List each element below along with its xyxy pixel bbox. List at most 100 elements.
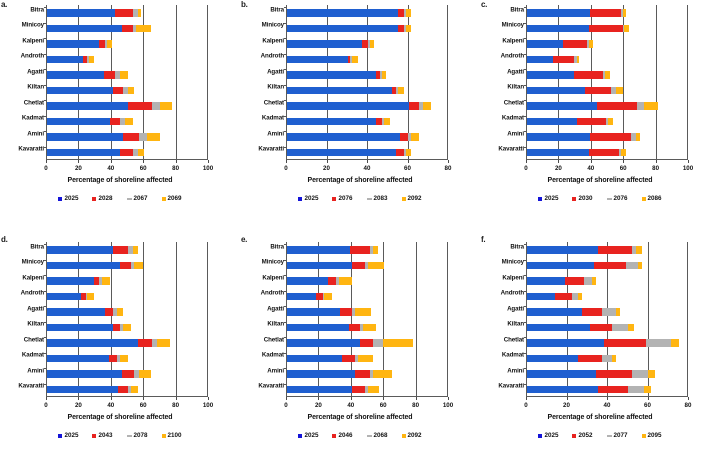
category-label: Amini bbox=[27, 367, 44, 375]
legend-item[interactable]: 2025 bbox=[538, 432, 558, 439]
legend-item[interactable]: 2069 bbox=[161, 195, 182, 202]
legend-label: 2069 bbox=[167, 195, 182, 202]
x-tick-mark bbox=[175, 397, 177, 400]
bar-segment bbox=[47, 246, 114, 254]
bar-segment bbox=[160, 102, 172, 110]
legend-label: 2028 bbox=[98, 195, 113, 202]
category-label: Minicoy bbox=[261, 21, 284, 29]
legend-item[interactable]: 2092 bbox=[401, 195, 422, 202]
category-label: Androth bbox=[20, 289, 44, 297]
y-tick-mark bbox=[284, 84, 286, 86]
category-label: Kadmat bbox=[261, 114, 284, 122]
legend-item[interactable]: 2067 bbox=[126, 195, 148, 202]
bar-segment bbox=[571, 292, 578, 300]
legend-item[interactable]: 2086 bbox=[641, 195, 662, 202]
plot-area: 0 20 40 60 80 bbox=[284, 5, 451, 172]
bar-segment bbox=[123, 133, 140, 141]
legend-label: 2077 bbox=[613, 432, 628, 439]
legend-item[interactable]: 2046 bbox=[332, 432, 353, 439]
bar-segment bbox=[372, 370, 393, 378]
legend-item[interactable]: 2078 bbox=[126, 432, 148, 439]
bar-row bbox=[527, 55, 688, 63]
legend-item[interactable]: 2043 bbox=[92, 432, 113, 439]
bar-row bbox=[47, 71, 208, 79]
category-label: Agatti bbox=[267, 305, 284, 313]
x-tick-label: 0 bbox=[284, 165, 288, 172]
bar-segment bbox=[82, 55, 88, 63]
legend-label: 2025 bbox=[544, 195, 559, 202]
bar-segment bbox=[113, 323, 120, 331]
bar-segment bbox=[398, 9, 405, 17]
bar-segment bbox=[361, 40, 368, 48]
bar-segment bbox=[322, 292, 325, 300]
plot-area: 0 20 40 60 80 100 bbox=[284, 242, 453, 409]
legend-label: 2025 bbox=[304, 195, 319, 202]
bar-segment bbox=[400, 133, 409, 141]
legend-item[interactable]: 2076 bbox=[606, 195, 628, 202]
legend-item[interactable]: 2077 bbox=[606, 432, 628, 439]
legend-label: 2043 bbox=[98, 432, 113, 439]
bar-segment bbox=[527, 246, 598, 254]
legend-item[interactable]: 2052 bbox=[572, 432, 593, 439]
legend-item[interactable]: 2028 bbox=[92, 195, 113, 202]
x-tick-mark bbox=[407, 160, 409, 163]
category-label: Minicoy bbox=[21, 258, 44, 266]
category-label: Chetlat bbox=[23, 336, 44, 344]
legend-item[interactable]: 2100 bbox=[161, 432, 182, 439]
panel-letter: b. bbox=[241, 0, 248, 9]
bar-segment bbox=[646, 339, 671, 347]
y-tick-mark bbox=[524, 131, 526, 132]
legend-item[interactable]: 2095 bbox=[641, 432, 662, 439]
bar-segment bbox=[573, 71, 604, 79]
legend-swatch-icon bbox=[92, 196, 97, 201]
bar-segment bbox=[350, 246, 370, 254]
category-label: Agatti bbox=[27, 305, 44, 313]
bar-segment bbox=[47, 148, 120, 156]
x-tick-label: 100 bbox=[682, 165, 694, 172]
bar-segment bbox=[581, 308, 602, 316]
y-tick-mark bbox=[44, 337, 46, 338]
category-label: Androth bbox=[500, 289, 524, 297]
bar-segment bbox=[113, 308, 117, 316]
bar-segment bbox=[527, 277, 566, 285]
legend-item[interactable]: 2068 bbox=[366, 432, 388, 439]
bar-segment bbox=[87, 55, 90, 63]
y-tick-mark bbox=[524, 306, 526, 307]
bar-segment bbox=[316, 292, 323, 300]
category-label: Minicoy bbox=[21, 21, 44, 29]
legend-item[interactable]: 2025 bbox=[538, 195, 558, 202]
category-label: Androth bbox=[260, 52, 284, 60]
legend-item[interactable]: 2030 bbox=[572, 195, 593, 202]
bar-segment bbox=[585, 86, 612, 94]
legend-item[interactable]: 2076 bbox=[332, 195, 353, 202]
x-tick-mark bbox=[78, 160, 80, 163]
panel-letter: d. bbox=[1, 235, 8, 244]
bar-segment bbox=[527, 102, 597, 110]
bar-segment bbox=[359, 339, 373, 347]
legend-item[interactable]: 2025 bbox=[58, 432, 78, 439]
bar-segment bbox=[367, 385, 380, 393]
gridline bbox=[558, 5, 560, 160]
x-tick-label: 80 bbox=[652, 165, 660, 172]
y-tick-mark bbox=[284, 259, 286, 261]
bar-segment bbox=[351, 261, 365, 269]
category-label: Androth bbox=[500, 52, 524, 60]
legend-item[interactable]: 2083 bbox=[366, 195, 388, 202]
legend-swatch-icon bbox=[641, 196, 646, 201]
y-tick-mark bbox=[284, 306, 286, 307]
bar-row bbox=[527, 246, 688, 254]
bar-segment bbox=[136, 24, 151, 32]
category-label: Kiltan bbox=[507, 83, 524, 91]
bar-segment bbox=[347, 55, 350, 63]
bar-segment bbox=[157, 339, 171, 347]
legend: 2025 2028 2067 2069 bbox=[0, 195, 240, 202]
legend-item[interactable]: 2092 bbox=[401, 432, 422, 439]
bar-segment bbox=[590, 133, 631, 141]
legend-item[interactable]: 2025 bbox=[298, 432, 318, 439]
category-label: Androth bbox=[260, 289, 284, 297]
legend-swatch-icon bbox=[298, 196, 303, 201]
bar-segment bbox=[370, 40, 375, 48]
legend-item[interactable]: 2025 bbox=[58, 195, 78, 202]
legend-item[interactable]: 2025 bbox=[298, 195, 318, 202]
bar-row bbox=[47, 117, 208, 125]
